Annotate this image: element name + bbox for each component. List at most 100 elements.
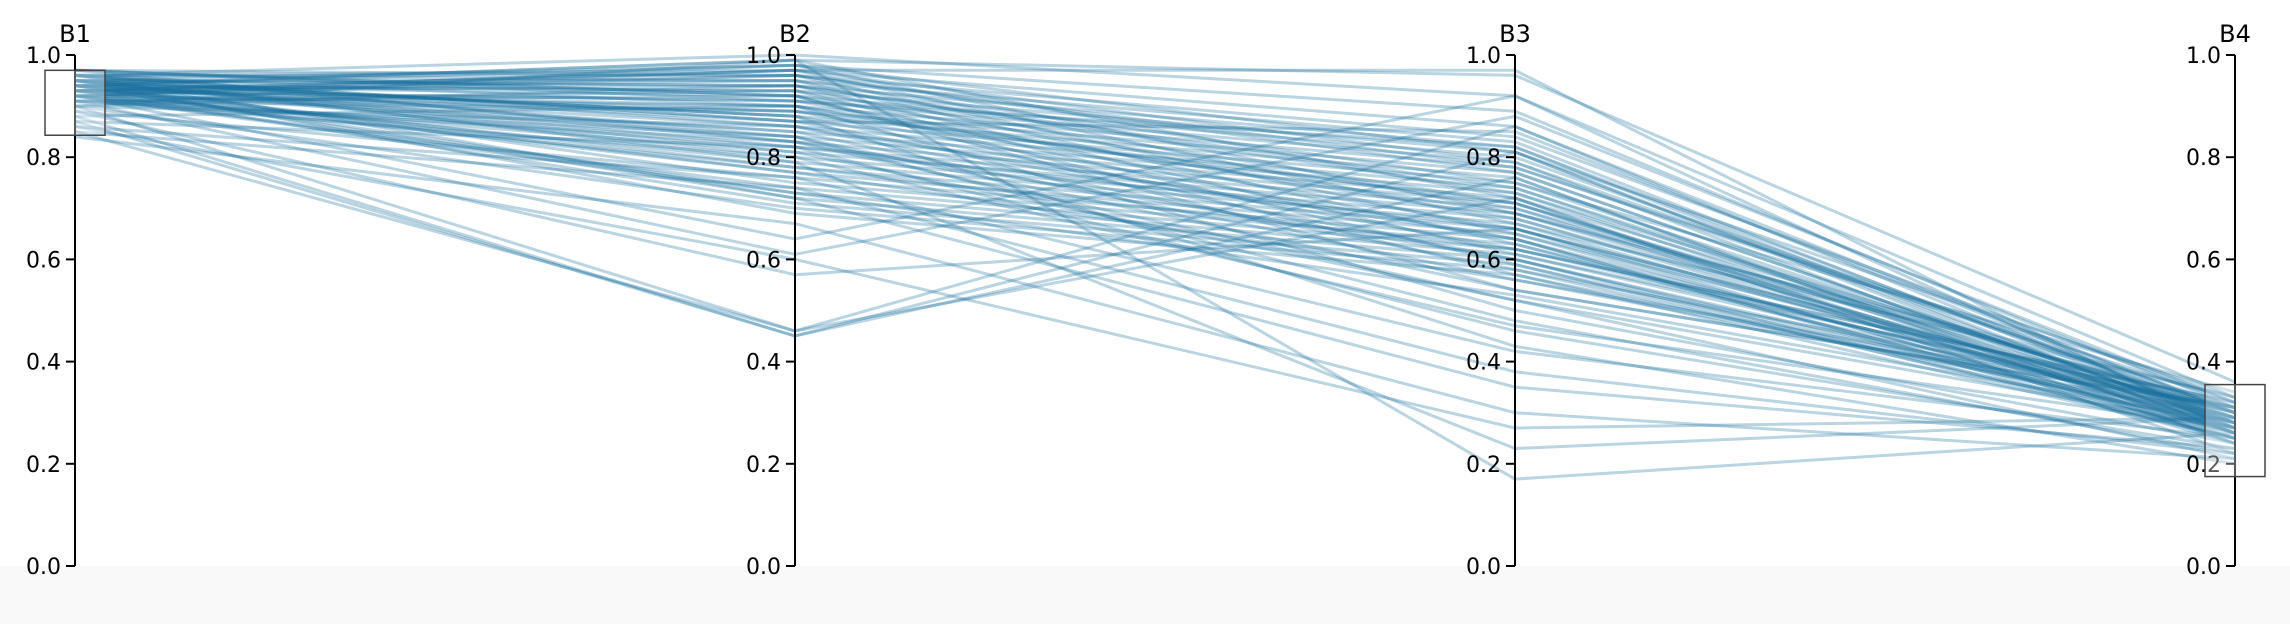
data-line-84 (74, 68, 2236, 404)
data-line-1 (74, 53, 2236, 399)
data-line-7 (74, 84, 2236, 430)
data-line-20 (74, 99, 2236, 420)
data-line-86 (74, 73, 2236, 415)
data-line-52 (75, 79, 2236, 420)
data-line-88 (74, 84, 2236, 410)
data-line-3 (74, 68, 2236, 415)
data-line-54 (74, 84, 2236, 430)
data-line-56 (74, 104, 2236, 445)
data-line-9 (74, 89, 2236, 435)
axis-b2[interactable]: 0.0 0.2 0.4 0.6 0.8 1.0B2 (746, 20, 811, 580)
data-line-87 (74, 99, 2236, 440)
axis-title-b3: B3 (1499, 20, 1531, 48)
data-line-62 (74, 124, 2236, 425)
data-line-13 (74, 73, 2236, 420)
data-line-27 (74, 84, 2236, 420)
axis-b3[interactable]: 0.0 0.2 0.4 0.6 0.8 1.0B3 (1466, 20, 1531, 580)
data-line-80 (74, 84, 2236, 420)
data-line-49 (74, 63, 2236, 425)
data-line-10 (74, 94, 2236, 410)
data-line-36 (74, 79, 2236, 435)
data-line-8 (74, 68, 2236, 415)
data-line-2 (74, 63, 2236, 409)
data-line-69 (74, 58, 2236, 481)
data-line-71 (74, 84, 2236, 450)
tick-label: 0.4 (746, 351, 781, 376)
data-line-40 (74, 89, 2236, 415)
axis-title-b2: B2 (779, 20, 811, 48)
data-line-42 (74, 79, 2236, 404)
data-line-35 (74, 79, 2236, 394)
tick-label: 0.2 (746, 453, 781, 478)
data-line-82 (74, 79, 2236, 425)
data-line-30 (74, 104, 2236, 410)
data-line-55 (74, 68, 2236, 440)
tick-label: 1.0 (1466, 44, 1501, 69)
data-line-11 (74, 99, 2236, 425)
axis-b4[interactable]: 0.0 0.2 0.4 0.6 0.8 1.0B4 (2186, 20, 2266, 580)
data-line-43 (74, 84, 2236, 425)
data-line-46 (74, 99, 2236, 410)
data-line-58 (74, 125, 2236, 440)
axes-layer: 0.00.20.40.60.81.0B10.00.20.40.60.81.0B2… (26, 20, 2266, 580)
data-line-85 (74, 89, 2236, 430)
data-line-22 (74, 84, 2236, 440)
tick-label: 0.6 (26, 248, 61, 273)
data-line-51 (74, 73, 2236, 435)
tick-label: 0.8 (746, 146, 781, 171)
data-line-15 (74, 84, 2236, 415)
brush-selection-b1[interactable] (44, 69, 106, 136)
tick-label: 0.2 (1466, 453, 1501, 478)
data-line-50 (74, 68, 2236, 399)
data-line-37 (74, 89, 2236, 420)
data-line-34 (75, 73, 2236, 425)
tick-label: 0.0 (2186, 555, 2221, 580)
tick-label: 0.0 (1466, 555, 1501, 580)
tick-label: 0.8 (2186, 146, 2221, 171)
data-line-4 (74, 73, 2236, 404)
bottom-background-band (0, 566, 2290, 624)
data-line-25 (74, 79, 2236, 435)
data-line-38 (74, 84, 2236, 410)
data-line-45 (74, 89, 2236, 420)
data-line-39 (74, 68, 2236, 430)
tick-label: 0.2 (26, 453, 61, 478)
data-line-24 (74, 109, 2236, 425)
tick-label: 0.2 (2186, 453, 2221, 478)
polylines-layer (74, 53, 2236, 481)
axis-title-b4: B4 (2219, 20, 2251, 48)
data-line-44 (74, 73, 2236, 435)
data-line-83 (74, 84, 2236, 435)
data-line-26 (74, 94, 2236, 404)
data-line-61 (74, 125, 2236, 430)
data-line-57 (74, 119, 2236, 450)
data-line-21 (74, 73, 2236, 430)
data-line-28 (74, 73, 2236, 430)
data-line-14 (74, 104, 2236, 430)
data-line-59 (74, 130, 2236, 456)
data-line-18 (74, 94, 2236, 435)
data-line-17 (74, 68, 2236, 425)
data-line-75 (74, 68, 2236, 435)
data-line-19 (74, 79, 2236, 410)
data-line-53 (74, 84, 2236, 410)
data-line-32 (74, 63, 2236, 399)
data-line-78 (74, 84, 2236, 445)
data-line-12 (74, 79, 2236, 440)
data-line-47 (74, 79, 2236, 430)
tick-label: 0.8 (1466, 146, 1501, 171)
data-line-77 (74, 79, 2236, 430)
data-line-5 (74, 73, 2236, 425)
tick-label: 0.6 (746, 248, 781, 273)
brush-selection-b4[interactable] (2204, 383, 2266, 478)
tick-label: 0.0 (746, 555, 781, 580)
tick-label: 0.0 (26, 555, 61, 580)
data-line-72 (74, 79, 2236, 466)
tick-label: 0.6 (1466, 248, 1501, 273)
tick-label: 0.6 (2186, 248, 2221, 273)
data-line-65 (74, 104, 2236, 456)
tick-label: 0.4 (26, 351, 61, 376)
axis-b1[interactable]: 0.0 0.2 0.4 0.6 0.8 1.0B1 (26, 20, 106, 580)
data-line-76 (74, 94, 2236, 410)
